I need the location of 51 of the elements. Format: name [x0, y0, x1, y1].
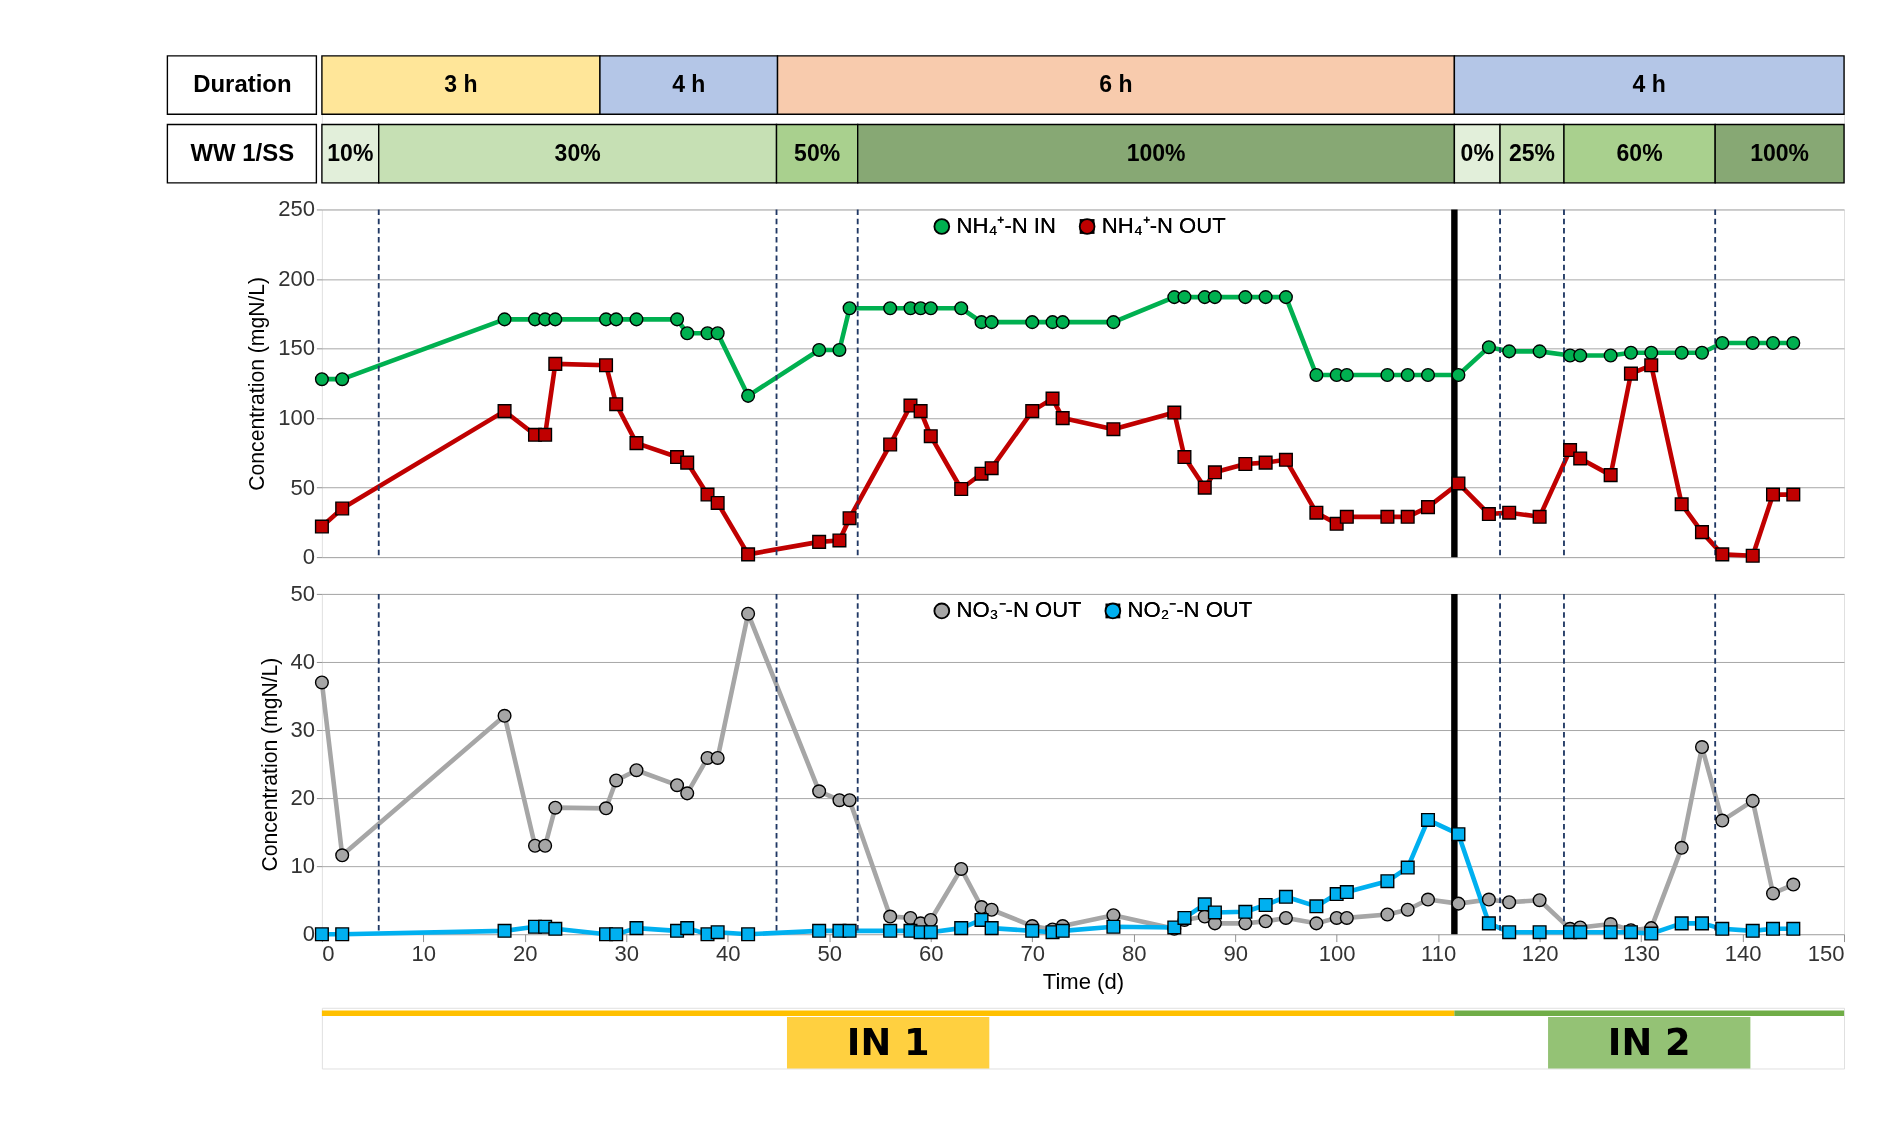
series-label: 60% — [1616, 140, 1663, 167]
series-label: 30% — [554, 140, 601, 167]
series-label: IN 2 — [1607, 1020, 1691, 1064]
x-tick-label: 110 — [1421, 941, 1457, 967]
series-label: 100% — [1126, 140, 1186, 167]
series-label: 25% — [1509, 140, 1556, 167]
x-tick-label: 150 — [1807, 941, 1845, 967]
y-tick-label: 50 — [290, 474, 316, 500]
x-axis-title: Time (d) — [1042, 968, 1125, 994]
y-tick-label: WW 1/SS — [190, 139, 295, 167]
legend-label: NH₄⁺-N IN — [956, 212, 1056, 238]
x-tick-label: 130 — [1623, 941, 1660, 967]
series-label: 100% — [1750, 140, 1810, 167]
x-tick-label: 140 — [1724, 941, 1762, 967]
y-tick-label: 0 — [302, 921, 316, 947]
series-label: 4 h — [1632, 71, 1666, 98]
series-label: 6 h — [1099, 71, 1133, 98]
y-tick-label: 20 — [290, 785, 316, 811]
y-tick-label: Duration — [193, 70, 292, 98]
series-label: 10% — [327, 140, 374, 167]
y-tick-label: 50 — [290, 580, 316, 606]
y-axis-title: Concentration (mgN/L) — [257, 657, 282, 872]
legend-label: NH₄⁺-N OUT — [1101, 212, 1226, 238]
x-tick-label: 40 — [716, 941, 741, 967]
series-label: IN 1 — [846, 1020, 930, 1064]
legend-label: NO₂⁻-N OUT — [1127, 597, 1253, 623]
y-tick-label: 30 — [290, 716, 316, 742]
x-tick-label: 0 — [322, 941, 335, 967]
y-tick-label: 10 — [290, 853, 316, 879]
x-tick-label: 20 — [513, 941, 538, 967]
x-tick-label: 10 — [411, 941, 437, 967]
y-tick-label: 250 — [278, 196, 316, 222]
legend-label: NO₃⁻-N OUT — [956, 597, 1082, 623]
x-tick-label: 90 — [1223, 941, 1248, 967]
x-tick-label: 100 — [1318, 941, 1356, 967]
y-axis-title: Concentration (mgN/L) — [245, 276, 270, 491]
series-label: 50% — [794, 140, 841, 167]
y-tick-label: 40 — [290, 648, 316, 674]
x-tick-label: 70 — [1020, 941, 1045, 967]
y-tick-label: 150 — [278, 335, 316, 361]
y-tick-label: 100 — [278, 405, 316, 430]
x-tick-label: 50 — [817, 941, 843, 967]
x-tick-label: 120 — [1521, 941, 1559, 967]
x-tick-label: 80 — [1121, 941, 1147, 967]
x-tick-label: 30 — [614, 941, 640, 967]
series-label: 4 h — [672, 71, 706, 98]
series-label: 0% — [1460, 140, 1494, 167]
y-tick-label: 200 — [278, 265, 316, 291]
x-tick-label: 60 — [918, 941, 944, 967]
series-label: 3 h — [444, 71, 478, 98]
y-tick-label: 0 — [302, 544, 316, 570]
